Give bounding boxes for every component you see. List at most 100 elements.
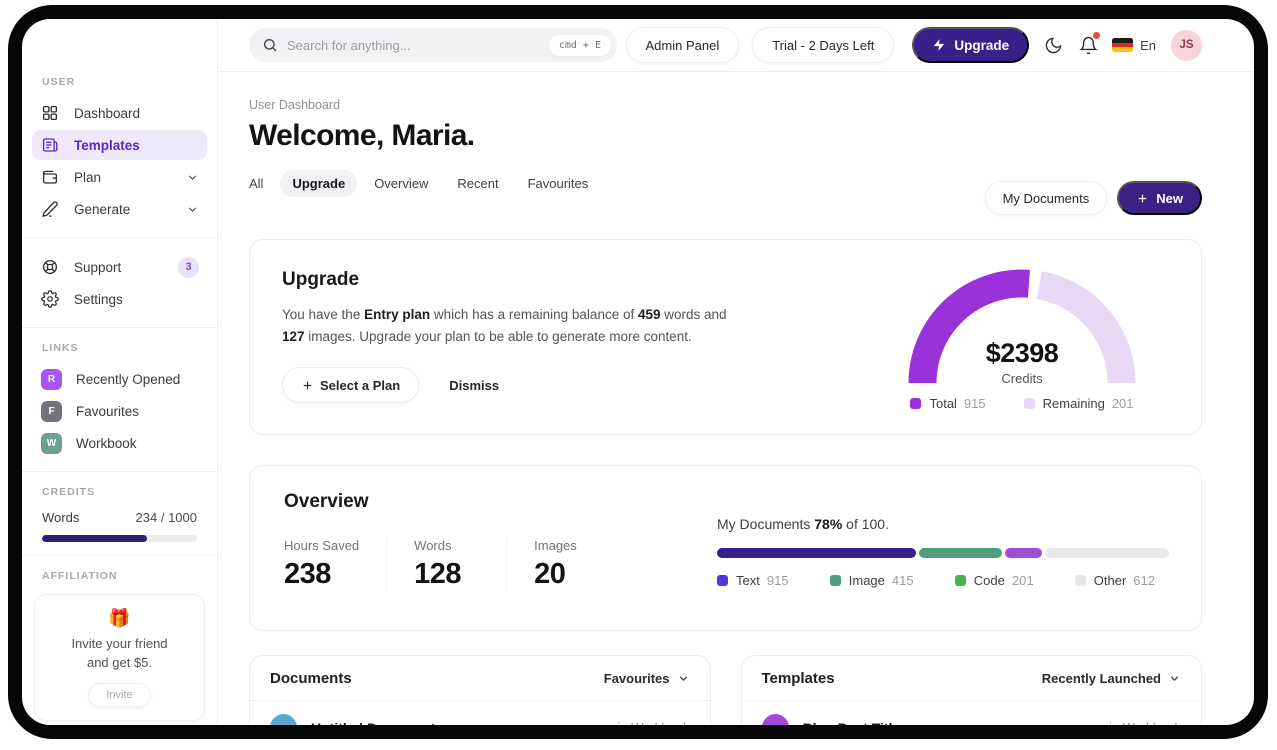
dismiss-button[interactable]: Dismiss — [449, 377, 500, 393]
sidebar-section-credits: CREDITS — [42, 486, 96, 498]
credits-words-label: Words — [42, 510, 80, 525]
user-avatar[interactable]: JS — [1171, 29, 1202, 61]
sidebar-item-support[interactable]: Support 3 — [32, 252, 207, 282]
sidebar-link-recently-opened[interactable]: R Recently Opened — [32, 364, 207, 394]
tab-overview[interactable]: Overview — [374, 176, 429, 191]
tab-recent[interactable]: Recent — [457, 176, 499, 191]
documents-progress-title: My Documents 78% of 100. — [717, 516, 889, 532]
german-flag-icon — [1112, 38, 1134, 52]
document-row[interactable]: Untitled Document in Workbook — [250, 701, 710, 725]
app-window: USER Dashboard Templates Plan — [22, 19, 1254, 725]
sidebar-divider — [22, 237, 217, 238]
sidebar-item-label: Support — [74, 259, 122, 275]
documents-progress-block: My Documents 78% of 100. Text 915 — [717, 491, 1169, 630]
sidebar-section-affiliation: AFFILIATION — [42, 570, 118, 582]
search-bar[interactable]: cmd + E — [249, 28, 617, 62]
chevron-down-icon — [1170, 676, 1179, 682]
sidebar-item-label: Settings — [74, 291, 123, 307]
sidebar-link-workbook[interactable]: W Workbook — [32, 428, 207, 458]
template-title: Blog Post Title — [803, 720, 901, 726]
sidebar-item-label: Workbook — [76, 435, 137, 451]
document-avatar — [270, 714, 297, 725]
sidebar-divider — [22, 471, 217, 472]
main-area: cmd + E Admin Panel Trial - 2 Days Left … — [218, 19, 1254, 725]
link-letter-badge: R — [41, 368, 62, 390]
legend-item-other: Other 612 — [1074, 573, 1155, 588]
notifications-button[interactable] — [1077, 32, 1101, 56]
lifebuoy-icon — [41, 258, 59, 276]
stat-words: Words 128 — [414, 538, 508, 591]
upgrade-button[interactable]: Upgrade — [912, 27, 1030, 63]
legend-item-text: Text 915 — [717, 573, 789, 588]
sidebar-item-label: Plan — [74, 169, 102, 185]
breadcrumb: User Dashboard — [249, 98, 341, 112]
upgrade-card-title: Upgrade — [282, 269, 360, 290]
dark-mode-toggle[interactable] — [1042, 34, 1064, 56]
credits-progress-bar — [42, 535, 197, 542]
sidebar-item-dashboard[interactable]: Dashboard — [32, 98, 207, 128]
chevron-down-icon — [186, 203, 199, 216]
search-icon — [262, 37, 278, 53]
bar-segment-other — [1044, 548, 1169, 558]
select-plan-button[interactable]: Select a Plan — [282, 367, 420, 404]
language-label: En — [1140, 37, 1156, 53]
gauge-total-arc — [908, 269, 1030, 384]
gauge-center-value: $2398 — [985, 338, 1059, 368]
gift-icon: 🎁 — [108, 608, 131, 628]
document-title: Untitled Document — [311, 720, 435, 726]
template-row[interactable]: Blog Post Title in Workbook — [742, 701, 1202, 725]
bell-icon — [1078, 36, 1098, 54]
search-input[interactable] — [287, 37, 549, 53]
legend-swatch — [829, 575, 841, 586]
legend-item-total: Total 915 — [910, 396, 986, 411]
sidebar: USER Dashboard Templates Plan — [22, 19, 218, 725]
sidebar-section-links: LINKS — [42, 342, 79, 354]
notification-dot — [1093, 32, 1101, 39]
sidebar-item-label: Favourites — [76, 403, 140, 419]
wallet-icon — [41, 168, 59, 186]
support-count-badge: 3 — [178, 256, 199, 278]
sidebar-item-generate[interactable]: Generate — [32, 194, 207, 224]
upgrade-card-text: You have the Entry plan which has a rema… — [282, 307, 727, 344]
language-selector[interactable]: En — [1112, 38, 1156, 53]
legend-item-code: Code 201 — [954, 573, 1034, 588]
link-letter-badge: F — [41, 400, 62, 422]
invite-button[interactable]: Invite — [88, 682, 151, 707]
sidebar-item-settings[interactable]: Settings — [32, 284, 207, 314]
tab-all[interactable]: All — [249, 176, 264, 191]
bar-segment-text — [717, 548, 916, 558]
bolt-icon — [934, 39, 945, 51]
documents-card-title: Documents — [270, 670, 352, 687]
legend-swatch — [954, 575, 966, 586]
documents-bar-legend: Text 915 Image 415 Code 201 — [717, 573, 1169, 588]
stat-images: Images 20 — [534, 538, 577, 590]
sidebar-item-plan[interactable]: Plan — [32, 162, 207, 192]
tab-upgrade[interactable]: Upgrade — [280, 170, 358, 197]
admin-panel-button[interactable]: Admin Panel — [625, 27, 740, 63]
affiliation-card: 🎁 Invite your friend and get $5. Invite — [34, 594, 205, 721]
overview-card: Overview Hours Saved 238 Words 128 Image… — [249, 465, 1202, 631]
tabs: All Upgrade Overview Recent Favourites — [237, 170, 1202, 197]
documents-filter-dropdown[interactable]: Favourites — [604, 671, 690, 686]
page-title: Welcome, Maria. — [249, 119, 475, 152]
stat-hours-saved: Hours Saved 238 — [284, 538, 388, 591]
sidebar-section-user: USER — [42, 76, 76, 88]
my-documents-button[interactable]: My Documents — [984, 181, 1108, 215]
legend-item-image: Image 415 — [829, 573, 914, 588]
document-location: in Workbook — [617, 720, 689, 725]
bar-segment-code — [1005, 548, 1042, 558]
tab-favourites[interactable]: Favourites — [527, 176, 589, 191]
templates-filter-dropdown[interactable]: Recently Launched — [1042, 671, 1181, 686]
plus-icon — [1138, 194, 1147, 202]
device-frame: USER Dashboard Templates Plan — [8, 5, 1268, 739]
plus-icon — [303, 381, 312, 389]
new-button[interactable]: New — [1117, 181, 1202, 215]
affiliation-text: Invite your friend and get $5. — [71, 636, 168, 670]
trial-status-button[interactable]: Trial - 2 Days Left — [752, 27, 895, 63]
sidebar-item-templates[interactable]: Templates — [32, 130, 207, 160]
gear-icon — [41, 290, 59, 308]
legend-swatch — [1023, 398, 1035, 409]
sidebar-link-favourites[interactable]: F Favourites — [32, 396, 207, 426]
chevron-down-icon — [679, 676, 687, 682]
credits-words-value: 234 / 1000 — [135, 510, 197, 525]
